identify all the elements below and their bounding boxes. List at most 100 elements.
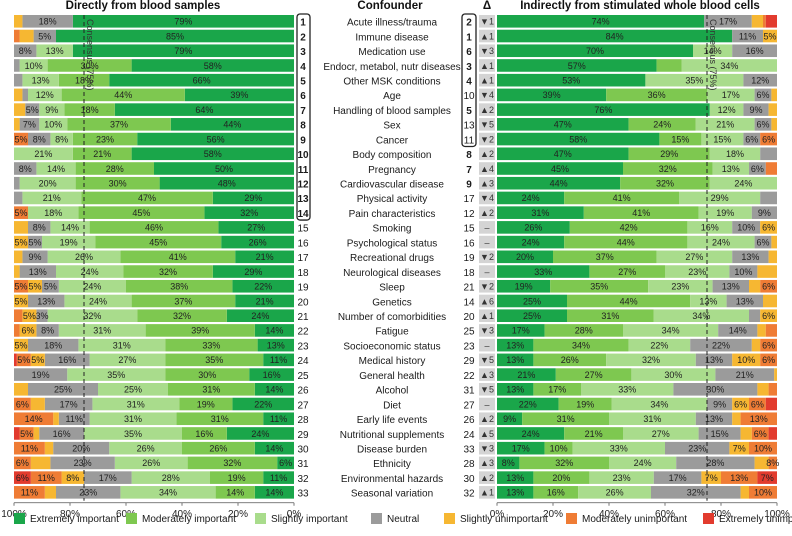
left-bar-segment-extremely-unimportant (14, 353, 17, 367)
right-bar-segment-moderately-unimportant (760, 338, 777, 352)
left-segment-label: 27% (247, 223, 265, 233)
left-bar-segment-moderately-important (72, 147, 132, 161)
left-segment-label: 5% (14, 340, 27, 350)
right-rank: 5 (466, 106, 472, 117)
right-bar-segment-neutral (653, 471, 702, 484)
right-segment-label: 47% (554, 149, 572, 159)
left-bar-segment-moderately-important (145, 324, 255, 337)
left-rank: 23 (297, 341, 309, 352)
right-bar-segment-extremely-unimportant (765, 397, 777, 411)
right-segment-label: 76% (594, 105, 612, 115)
right-bar-segment-moderately-important (553, 250, 657, 264)
right-bar-segment-extremely-important (497, 338, 534, 352)
table-row: 21% 37% 24% 13% 5% 25% 44% 13% 13% 20 Genetics 14 ▲6 (14, 294, 777, 308)
delta-value: ▼1 (480, 17, 494, 27)
left-bar-segment-extremely-important (235, 294, 294, 308)
right-segment-label: 13% (705, 414, 723, 424)
legend-label: Extremely unimportant (719, 514, 792, 525)
right-segment-label: 35% (685, 75, 703, 85)
right-segment-label: 33% (534, 267, 552, 277)
right-bar-segment-slightly-important (679, 191, 761, 205)
right-segment-label: 30% (664, 370, 682, 380)
right-segment-label: 6% (756, 237, 769, 247)
left-segment-label: 23% (79, 488, 97, 498)
right-bar-segment-neutral (743, 103, 769, 116)
right-rank: 26 (463, 415, 475, 426)
right-bar-segment-neutral (707, 397, 733, 411)
right-segment-label: 10% (734, 267, 752, 277)
left-segment-label: 20% (72, 443, 90, 453)
left-segment-label: 9% (28, 252, 41, 262)
left-bar-segment-extremely-important (154, 162, 294, 175)
right-segment-label: 10% (754, 443, 772, 453)
left-bar-segment-slightly-unimportant (14, 235, 28, 249)
right-segment-label: 6% (756, 90, 769, 100)
right-bar-segment-extremely-important (497, 471, 534, 484)
right-segment-label: 15% (713, 134, 731, 144)
left-segment-label: 14% (25, 414, 43, 424)
left-segment-label: 8% (41, 326, 54, 336)
right-segment-label: 13% (705, 355, 723, 365)
confounder-label: Socioeconomic status (343, 341, 440, 352)
right-rank: 24 (463, 430, 475, 441)
left-bar-segment-moderately-important (64, 103, 115, 116)
right-bar-segment-neutral (698, 427, 741, 440)
right-bar-segment-moderately-important (522, 412, 609, 426)
right-bar-segment-extremely-important (497, 235, 565, 249)
legend-item-extremely-important: Extremely important (14, 513, 119, 525)
left-rank: 20 (297, 297, 309, 308)
left-segment-label: 5% (23, 311, 36, 321)
left-bar-segment-moderately-unimportant (14, 309, 23, 322)
right-bar-segment-extremely-important (497, 206, 584, 219)
right-segment-label: 6% (751, 164, 764, 174)
left-bar-segment-neutral (28, 294, 65, 308)
right-bar-segment-moderately-important (589, 265, 665, 278)
right-rank: 16 (463, 238, 475, 249)
right-rank: 3 (466, 62, 472, 73)
legend-item-moderately-important: Moderately important (126, 513, 236, 525)
right-segment-label: 20% (552, 473, 570, 483)
confounder-label: Diet (383, 400, 401, 411)
right-bar-segment-extremely-unimportant (757, 471, 777, 484)
right-segment-label: 26% (561, 355, 579, 365)
left-bar-segment-extremely-important (212, 265, 294, 278)
left-bar-segment-slightly-important (42, 235, 96, 249)
left-segment-label: 5% (31, 355, 44, 365)
right-rank: 11 (464, 135, 475, 146)
left-segment-label: 12% (36, 90, 54, 100)
right-segment-label: 70% (586, 46, 604, 56)
left-rank: 3 (300, 47, 306, 58)
right-bar-segment-extremely-important (497, 456, 520, 470)
left-bar-segment-extremely-important (212, 191, 294, 205)
left-rank: 14 (297, 209, 309, 220)
delta-value: ▲3 (480, 370, 494, 380)
delta-cell (479, 471, 495, 484)
right-bar-segment-slightly-important (681, 59, 777, 72)
right-segment-label: 23% (613, 473, 631, 483)
left-bar-segment-neutral (14, 44, 37, 58)
left-bar-segment-slightly-important (84, 427, 182, 440)
left-segment-label: 16% (58, 355, 76, 365)
right-segment-label: 22% (712, 340, 730, 350)
right-bar-segment-extremely-important (497, 59, 657, 72)
left-segment-label: 23% (96, 134, 114, 144)
right-rank: 21 (463, 283, 475, 294)
left-bar-segment-slightly-important (36, 162, 76, 175)
left-segment-label: 7% (23, 120, 36, 130)
left-segment-label: 31% (93, 326, 111, 336)
left-bar-segment-extremely-important (170, 118, 294, 131)
right-segment-label: 53% (562, 75, 580, 85)
confounder-label: Sex (383, 121, 400, 132)
right-bar-segment-slightly-important (631, 368, 716, 381)
left-bar-segment-neutral (28, 235, 42, 249)
delta-value: ▲3 (480, 179, 494, 189)
left-segment-label: 22% (254, 282, 272, 292)
left-bar-segment-slightly-important (64, 294, 132, 308)
left-bar-segment-slightly-unimportant (44, 441, 54, 455)
left-segment-label: 33% (202, 340, 220, 350)
table-row: 16% 30% 35% 19% 21% 27% 30% 21% 25 General health… (14, 368, 777, 382)
delta-value: ▲2 (480, 105, 494, 115)
right-rank: 20 (463, 312, 475, 323)
right-bar-segment-slightly-unimportant (771, 235, 777, 249)
